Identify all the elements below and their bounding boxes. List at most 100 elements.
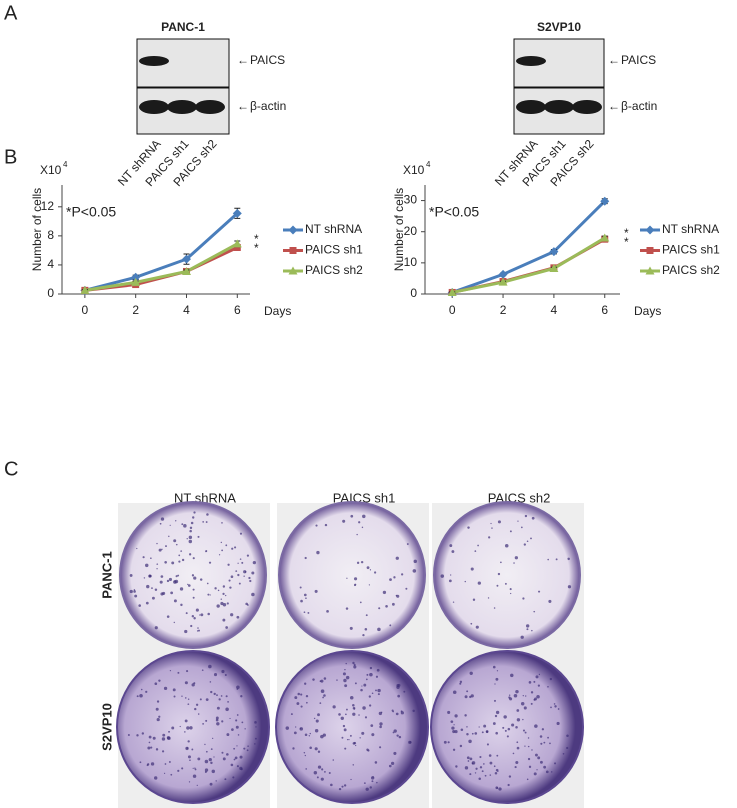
series-marker (80, 285, 90, 294)
colony (230, 613, 234, 617)
colony (229, 586, 232, 589)
colony (192, 557, 195, 560)
colony (161, 548, 163, 550)
colony (516, 746, 520, 750)
colony (525, 624, 530, 628)
colony (241, 721, 244, 724)
colony (397, 694, 401, 698)
series-marker (233, 243, 241, 251)
colony (531, 629, 533, 632)
legend-label: PAICS sh2 (305, 263, 363, 277)
colony (213, 756, 215, 758)
colony (450, 720, 454, 724)
colony (191, 615, 195, 618)
colony (537, 684, 540, 687)
colony (181, 558, 185, 562)
colony (460, 728, 464, 732)
colony (406, 543, 409, 546)
colony (385, 604, 388, 608)
colony (251, 592, 255, 597)
colony (222, 585, 226, 588)
blot-band (544, 100, 574, 114)
colony (192, 767, 194, 769)
colony (163, 772, 166, 775)
colony (349, 626, 353, 630)
colony (129, 574, 133, 577)
colony (320, 689, 325, 693)
colony (475, 625, 479, 629)
colony (530, 702, 533, 705)
colony (316, 776, 319, 779)
colony (341, 785, 344, 788)
colony (488, 754, 492, 757)
colony (389, 624, 392, 627)
colony (328, 772, 331, 775)
colony (488, 536, 491, 539)
colony (251, 571, 255, 575)
colony (405, 587, 408, 590)
colony (169, 670, 172, 672)
colony (290, 713, 293, 716)
colony (440, 574, 445, 578)
colony (305, 768, 307, 770)
colony (184, 731, 186, 733)
colony (566, 746, 569, 750)
colony (199, 614, 201, 616)
colony (377, 627, 381, 632)
colony (528, 681, 532, 684)
colony (507, 783, 510, 787)
colony (303, 593, 307, 597)
colony (392, 710, 394, 713)
colony (326, 609, 329, 613)
colony (352, 706, 356, 710)
colony (369, 666, 373, 670)
colony (201, 669, 204, 671)
colony (212, 737, 214, 740)
colony (233, 758, 236, 761)
colony (340, 716, 344, 720)
colony (547, 685, 549, 688)
colony (209, 681, 212, 683)
colony (522, 729, 526, 732)
colony (313, 717, 316, 720)
colony (136, 695, 139, 698)
colony (533, 610, 536, 613)
colony (170, 591, 174, 595)
colony (187, 703, 190, 706)
colony (567, 585, 572, 589)
colony (186, 726, 190, 730)
colony (220, 541, 223, 544)
colony (227, 700, 229, 703)
colony (494, 683, 496, 685)
colony (173, 599, 177, 603)
legend-marker (645, 266, 655, 275)
colony (362, 706, 366, 710)
colony (492, 665, 496, 669)
colony (522, 695, 524, 697)
colony (474, 732, 478, 735)
colony (158, 715, 161, 718)
colony (545, 770, 549, 774)
colony (517, 520, 519, 522)
colony (495, 710, 500, 715)
colony (508, 775, 512, 778)
colony (150, 557, 152, 560)
unit-exponent: 4 (63, 160, 68, 169)
colony (317, 750, 321, 753)
colony (220, 695, 223, 697)
colony (173, 621, 175, 624)
colony (527, 757, 531, 761)
colony (453, 724, 455, 726)
series-line (451, 200, 606, 294)
x-tick-label: 6 (234, 303, 241, 317)
colony (467, 526, 470, 529)
panel-letter: C (4, 458, 18, 480)
colony (536, 694, 540, 699)
colony (189, 726, 193, 730)
colony (324, 523, 328, 527)
colony (216, 694, 218, 697)
colony (345, 713, 347, 716)
colony (198, 629, 200, 632)
colony (246, 554, 250, 557)
colony (528, 765, 532, 769)
